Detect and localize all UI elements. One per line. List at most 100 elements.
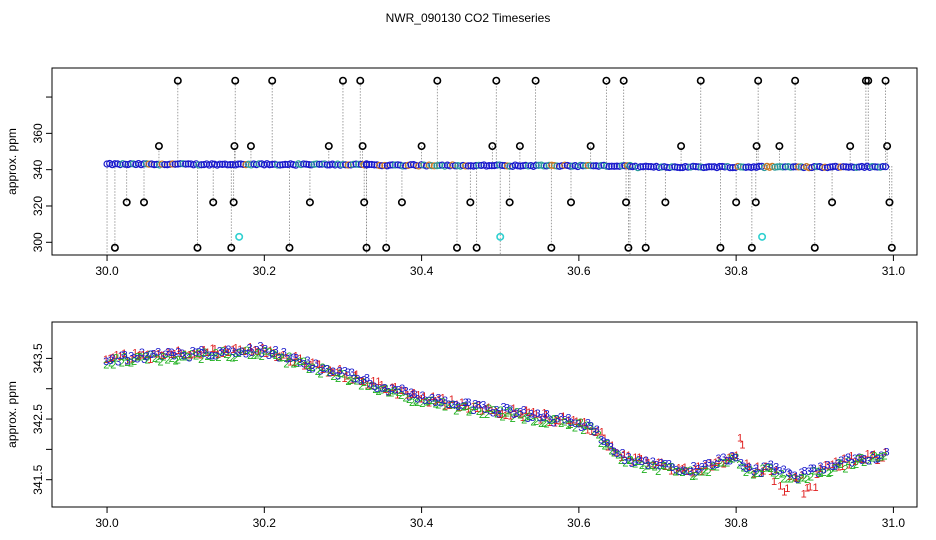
series-1-point: 1 bbox=[823, 460, 829, 472]
series-2-point: 2 bbox=[466, 406, 472, 418]
series-2-point: 2 bbox=[724, 457, 730, 469]
series-3-point: 3 bbox=[254, 344, 260, 356]
series-3-point: 3 bbox=[330, 366, 336, 378]
series-3-point: 3 bbox=[403, 386, 409, 398]
baseline-point bbox=[268, 160, 276, 169]
series-1-point: 1 bbox=[308, 359, 314, 371]
series-2-point: 2 bbox=[185, 351, 191, 363]
series-3-point: 3 bbox=[110, 353, 116, 365]
x-tick-label: 30.8 bbox=[724, 516, 748, 530]
series-2-point: 2 bbox=[702, 465, 708, 477]
series-1-point: 1 bbox=[364, 380, 370, 392]
series-2-point: 2 bbox=[875, 452, 881, 464]
series-3-point: 3 bbox=[781, 464, 787, 476]
series-3-point: 3 bbox=[150, 349, 156, 361]
series-2-point: 2 bbox=[226, 352, 232, 364]
series-3-point: 3 bbox=[422, 395, 428, 407]
series-1-point: 1 bbox=[692, 464, 698, 476]
baseline-point bbox=[362, 161, 371, 169]
baseline-point bbox=[576, 161, 585, 169]
baseline-point bbox=[532, 161, 540, 169]
baseline-point bbox=[561, 161, 569, 169]
series-1-point: 1 bbox=[708, 458, 714, 470]
series-3-point: 3 bbox=[139, 347, 145, 359]
baseline-point bbox=[402, 162, 410, 170]
series-1-point: 1 bbox=[220, 348, 226, 360]
baseline-point bbox=[773, 163, 782, 171]
baseline-point bbox=[737, 163, 745, 171]
series-2-point: 2 bbox=[460, 402, 466, 414]
series-3-point: 3 bbox=[472, 399, 478, 411]
series-1-point: 1 bbox=[486, 402, 492, 414]
series-3-point: 3 bbox=[293, 352, 299, 364]
baseline-point bbox=[829, 163, 837, 171]
spike-point bbox=[173, 76, 182, 85]
baseline-point bbox=[692, 162, 700, 171]
series-1-point: 1 bbox=[249, 346, 255, 358]
series-3-point: 3 bbox=[695, 464, 701, 476]
baseline-point bbox=[355, 160, 363, 168]
series-3-point: 3 bbox=[148, 349, 154, 361]
series-3-point: 3 bbox=[738, 458, 744, 470]
series-2-point: 2 bbox=[254, 349, 260, 361]
series-1-point: 1 bbox=[602, 433, 608, 445]
series-1-point: 1 bbox=[630, 457, 636, 469]
series-1-point: 1 bbox=[358, 376, 364, 388]
series-1-point: 1 bbox=[327, 365, 333, 377]
series-1-point: 1 bbox=[489, 405, 495, 417]
series-1-point: 1 bbox=[784, 483, 790, 495]
baseline-point bbox=[318, 160, 326, 168]
spike-point bbox=[433, 76, 442, 85]
series-3-point: 3 bbox=[103, 356, 109, 368]
series-3-point: 3 bbox=[249, 347, 255, 359]
series-2-point: 2 bbox=[774, 470, 780, 482]
series-2-point: 2 bbox=[244, 345, 250, 357]
series-3-point: 3 bbox=[861, 453, 867, 465]
baseline-point bbox=[386, 161, 394, 169]
series-2-point: 2 bbox=[611, 448, 617, 460]
series-3-point: 3 bbox=[643, 455, 649, 467]
series-3-point: 3 bbox=[768, 459, 774, 471]
baseline-point bbox=[145, 160, 153, 168]
plot-frame bbox=[51, 321, 918, 508]
series-3-point: 3 bbox=[733, 453, 739, 465]
series-3-point: 3 bbox=[720, 452, 726, 464]
series-3-point: 3 bbox=[594, 424, 600, 436]
baseline-point bbox=[644, 163, 653, 171]
series-2-point: 2 bbox=[770, 468, 776, 480]
baseline-point bbox=[715, 162, 724, 171]
series-3-point: 3 bbox=[619, 448, 625, 460]
series-2-point: 2 bbox=[306, 364, 312, 376]
series-2-point: 2 bbox=[538, 418, 544, 430]
series-3-point: 3 bbox=[284, 353, 290, 365]
series-2-point: 2 bbox=[315, 366, 321, 378]
series-3-point: 3 bbox=[335, 371, 341, 383]
baseline-point bbox=[179, 160, 187, 168]
baseline-point bbox=[584, 161, 592, 170]
spike-point bbox=[417, 142, 426, 151]
series-2-point: 2 bbox=[494, 408, 500, 420]
series-1-point: 1 bbox=[656, 457, 662, 469]
spike-point bbox=[285, 243, 294, 252]
series-3-point: 3 bbox=[765, 461, 771, 473]
baseline-point bbox=[642, 162, 650, 170]
series-2-point: 2 bbox=[426, 396, 432, 408]
spike-point bbox=[466, 198, 475, 207]
series-2-point: 2 bbox=[514, 406, 520, 418]
series-2-point: 2 bbox=[157, 357, 163, 369]
series-3-point: 3 bbox=[209, 350, 215, 362]
series-1-point: 1 bbox=[746, 461, 752, 473]
series-2-point: 2 bbox=[396, 387, 402, 399]
baseline-point bbox=[111, 160, 119, 168]
series-3-point: 3 bbox=[611, 446, 617, 458]
series-1-point: 1 bbox=[744, 458, 750, 470]
baseline-point bbox=[459, 161, 467, 170]
baseline-point bbox=[668, 163, 676, 171]
baseline-point bbox=[842, 163, 850, 171]
baseline-point bbox=[871, 163, 879, 171]
baseline-point bbox=[514, 162, 522, 170]
series-3-point: 3 bbox=[714, 459, 720, 471]
baseline-point bbox=[781, 163, 790, 171]
baseline-point bbox=[323, 161, 331, 169]
spike-point bbox=[531, 76, 540, 85]
